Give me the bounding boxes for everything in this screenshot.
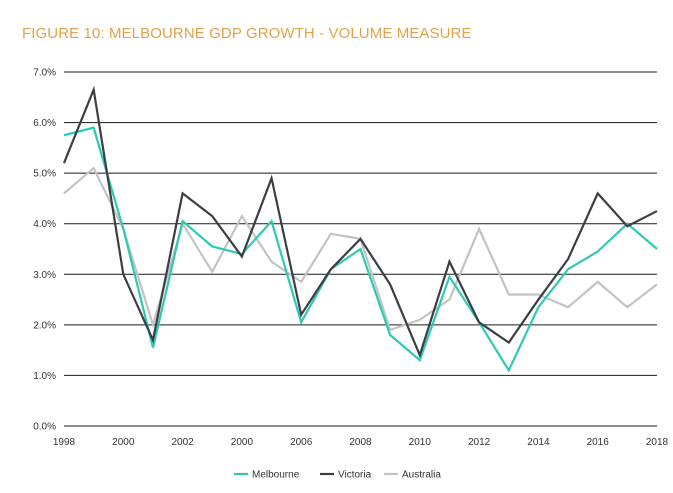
y-tick-label: 5.0%: [33, 169, 56, 180]
x-tick-label: 2012: [468, 437, 491, 448]
legend-label-victoria: Victoria: [338, 470, 372, 481]
x-tick-label: 2000: [231, 437, 254, 448]
legend-label-melbourne: Melbourne: [252, 470, 300, 481]
x-tick-label: 2016: [587, 437, 610, 448]
legend-label-australia: Australia: [402, 470, 441, 481]
x-tick-label: 1998: [53, 437, 76, 448]
chart-title: FIGURE 10: MELBOURNE GDP GROWTH - VOLUME…: [22, 25, 472, 42]
series-line-victoria: [62, 85, 658, 359]
y-tick-label: 2.0%: [33, 320, 56, 331]
x-tick-label: 2006: [290, 437, 313, 448]
y-tick-label: 1.0%: [33, 371, 56, 382]
x-tick-label: 2010: [409, 437, 432, 448]
y-tick-label: 0.0%: [33, 422, 56, 433]
x-tick-label: 2000: [112, 437, 135, 448]
y-tick-label: 7.0%: [33, 68, 56, 79]
x-tick-label: 2002: [171, 437, 194, 448]
series-line-melbourne: [63, 126, 658, 373]
x-tick-label: 2014: [527, 437, 550, 448]
y-tick-label: 3.0%: [33, 270, 56, 281]
y-tick-label: 4.0%: [33, 219, 56, 230]
x-tick-label: 2008: [349, 437, 372, 448]
y-tick-label: 6.0%: [33, 118, 56, 129]
x-tick-label: 2018: [646, 437, 669, 448]
